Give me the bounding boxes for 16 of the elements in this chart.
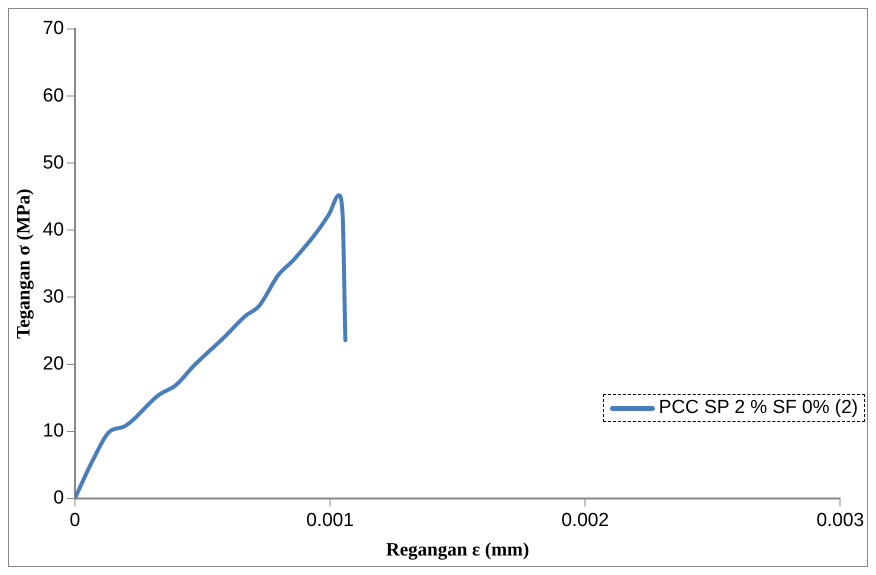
y-axis-title: Tegangan σ (MPa) (13, 188, 34, 339)
legend-label: PCC SP 2 % SF 0% (2) (658, 397, 858, 419)
y-tick-label: 70 (42, 18, 64, 40)
line-series (74, 193, 348, 498)
y-tick-label: 60 (42, 85, 64, 106)
y-tick-label: 0 (53, 488, 64, 509)
y-tick-label: 40 (42, 219, 64, 240)
x-axis-title: Regangan ε (mm) (386, 540, 530, 561)
x-tick-label: 0 (70, 510, 80, 532)
x-tick-label: 0.001 (306, 510, 354, 532)
x-tick-label: 0.003 (816, 510, 864, 532)
y-tick-label: 10 (42, 420, 64, 442)
y-tick-label: 20 (42, 354, 64, 375)
x-tick-label: 0.002 (561, 510, 609, 532)
y-tick-label: 30 (42, 286, 64, 308)
y-tick-label: 50 (42, 152, 64, 174)
